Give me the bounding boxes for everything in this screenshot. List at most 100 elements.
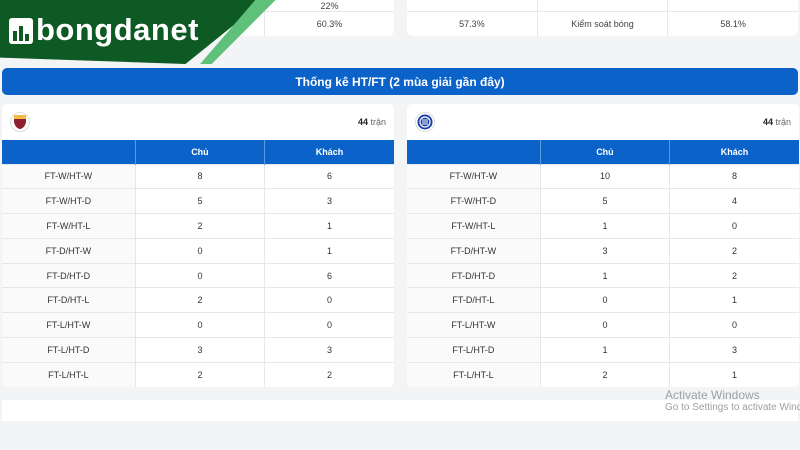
table-row: FT-D/HT-L 0 1 (407, 287, 799, 313)
result-label: FT-D/HT-W (407, 237, 541, 264)
home-count: 0 (134, 237, 265, 264)
col-label (407, 140, 541, 164)
home-count: 1 (539, 337, 670, 363)
away-count: 1 (669, 287, 799, 313)
inter-crest-icon[interactable] (415, 112, 435, 132)
stat-value: 60.3% (264, 12, 394, 36)
result-label: FT-D/HT-W (2, 237, 136, 264)
top-stats-right: 57.3% Kiểm soát bóng 58.1% (407, 0, 798, 36)
table-row: FT-W/HT-W 10 8 (407, 163, 799, 189)
table-row: FT-D/HT-D 1 2 (407, 262, 799, 288)
away-count: 2 (669, 237, 799, 264)
home-count: 2 (134, 361, 265, 387)
table-row: FT-W/HT-D 5 4 (407, 188, 799, 214)
watermark-subtitle: Go to Settings to activate Windows. (665, 402, 800, 413)
as-roma-crest-icon[interactable] (10, 112, 30, 132)
team-header: 44 trận (407, 104, 799, 140)
col-home: Chủ (539, 140, 670, 164)
result-label: FT-L/HT-D (407, 337, 541, 363)
section-title: Thống kê HT/FT (2 mùa giải gần đây) (2, 68, 798, 95)
away-count: 0 (264, 287, 394, 313)
result-label: FT-W/HT-L (407, 213, 541, 239)
chart-ball-icon (9, 18, 33, 44)
away-count: 0 (669, 312, 799, 338)
col-away: Khách (669, 140, 799, 164)
away-count: 2 (264, 361, 394, 387)
matches-count: 44 trận (762, 117, 791, 127)
result-label: FT-D/HT-D (407, 262, 541, 288)
table-row: FT-D/HT-W 3 2 (407, 237, 799, 264)
away-count: 2 (669, 262, 799, 288)
col-home: Chủ (134, 140, 265, 164)
bottom-card (2, 400, 798, 421)
home-count: 2 (134, 287, 265, 313)
logo-text: bongdanet (36, 12, 199, 47)
team-header: 44 trận (2, 104, 394, 140)
table-row: FT-L/HT-D 1 3 (407, 337, 799, 363)
result-label: FT-L/HT-W (407, 312, 541, 338)
home-count: 2 (539, 361, 670, 387)
home-count: 0 (134, 312, 265, 338)
home-count: 5 (539, 188, 670, 214)
result-label: FT-W/HT-D (407, 188, 541, 214)
home-count: 0 (539, 312, 670, 338)
stat-home: 57.3% (459, 19, 485, 29)
table-row: FT-W/HT-W 8 6 (2, 163, 394, 189)
home-count: 10 (539, 163, 670, 189)
table-row: FT-L/HT-W 0 0 (2, 312, 394, 338)
matches-count: 44 trận (357, 117, 386, 127)
table-row: FT-L/HT-D 3 3 (2, 337, 394, 363)
away-count: 1 (264, 237, 394, 264)
windows-watermark: Activate Windows Go to Settings to activ… (665, 389, 800, 414)
result-label: FT-L/HT-W (2, 312, 136, 338)
team-htft-card: 44 trận Chủ Khách FT-W/HT-W 10 8 FT-W/HT… (407, 104, 799, 387)
home-count: 8 (134, 163, 265, 189)
table-header: Chủ Khách (2, 140, 394, 164)
stat-away: 58.1% (667, 12, 798, 36)
table-header: Chủ Khách (407, 140, 799, 164)
result-label: FT-W/HT-W (407, 163, 541, 189)
home-count: 3 (539, 237, 670, 264)
result-label: FT-D/HT-L (407, 287, 541, 313)
away-count: 3 (669, 337, 799, 363)
home-count: 1 (539, 213, 670, 239)
result-label: FT-L/HT-L (407, 361, 541, 387)
table-row: FT-W/HT-D 5 3 (2, 188, 394, 214)
away-count: 6 (264, 163, 394, 189)
away-count: 4 (669, 188, 799, 214)
away-count: 8 (669, 163, 799, 189)
table-row: FT-D/HT-L 2 0 (2, 287, 394, 313)
home-count: 5 (134, 188, 265, 214)
away-count: 6 (264, 262, 394, 288)
col-label (2, 140, 136, 164)
result-label: FT-W/HT-L (2, 213, 136, 239)
bongdanet-logo[interactable]: bongdanet (0, 0, 276, 64)
table-row: FT-W/HT-L 1 0 (407, 213, 799, 239)
stat-value: 22% (264, 0, 394, 11)
col-away: Khách (264, 140, 394, 164)
home-count: 0 (539, 287, 670, 313)
watermark-title: Activate Windows (665, 388, 760, 402)
htft-table: Chủ Khách FT-W/HT-W 8 6 FT-W/HT-D 5 3 FT… (2, 140, 394, 387)
away-count: 1 (669, 361, 799, 387)
table-row: FT-L/HT-L 2 2 (2, 361, 394, 387)
result-label: FT-L/HT-L (2, 361, 136, 387)
away-count: 0 (669, 213, 799, 239)
home-count: 0 (134, 262, 265, 288)
stat-row: 57.3% Kiểm soát bóng 58.1% (407, 12, 798, 36)
result-label: FT-L/HT-D (2, 337, 136, 363)
home-count: 2 (134, 213, 265, 239)
team-htft-card: 44 trận Chủ Khách FT-W/HT-W 8 6 FT-W/HT-… (2, 104, 394, 387)
away-count: 3 (264, 337, 394, 363)
table-row: FT-L/HT-L 2 1 (407, 361, 799, 387)
stat-label: Kiểm soát bóng (536, 12, 668, 36)
table-row: FT-W/HT-L 2 1 (2, 213, 394, 239)
away-count: 3 (264, 188, 394, 214)
home-count: 1 (539, 262, 670, 288)
home-count: 3 (134, 337, 265, 363)
table-row: FT-D/HT-D 0 6 (2, 262, 394, 288)
result-label: FT-W/HT-D (2, 188, 136, 214)
stat-row: 60.3% (2, 12, 394, 36)
table-row: FT-D/HT-W 0 1 (2, 237, 394, 264)
away-count: 0 (264, 312, 394, 338)
